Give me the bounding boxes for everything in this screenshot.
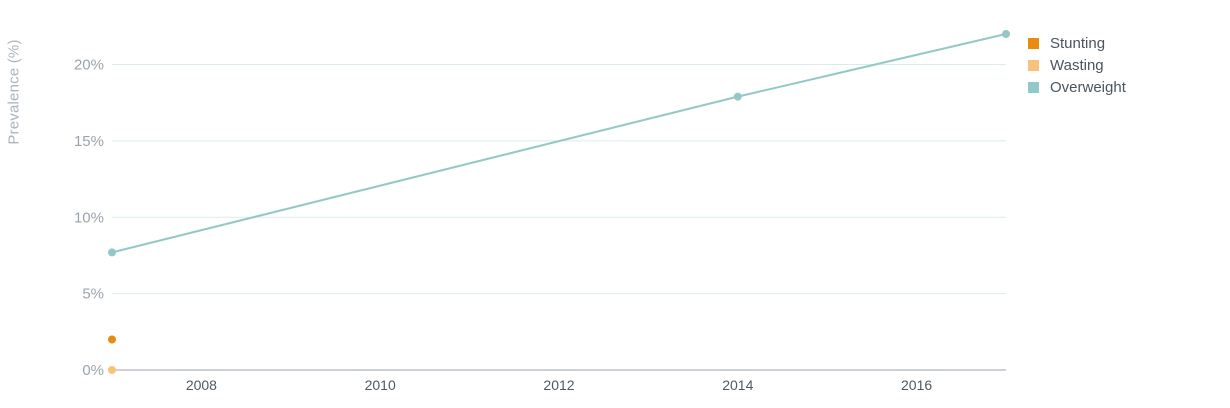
y-axis-title: Prevalence (%) bbox=[5, 39, 23, 145]
legend-label-overweight: Overweight bbox=[1050, 78, 1126, 96]
series-layer bbox=[111, 33, 1007, 254]
legend-label-stunting: Stunting bbox=[1050, 34, 1106, 52]
marker-layer bbox=[108, 30, 1010, 374]
x-tick-label-2008: 2008 bbox=[186, 377, 217, 393]
legend-item-overweight[interactable]: Overweight bbox=[1028, 76, 1218, 98]
legend-swatch-stunting bbox=[1028, 37, 1039, 49]
y-tick-label-0: 0% bbox=[82, 362, 104, 379]
x-tick-label-2014: 2014 bbox=[722, 377, 753, 393]
legend-item-wasting[interactable]: Wasting bbox=[1028, 54, 1218, 76]
grid-layer bbox=[112, 64, 1006, 295]
legend-swatch-overweight bbox=[1028, 81, 1039, 93]
series-line-overweight bbox=[111, 33, 1007, 254]
y-tick-label-15: 15% bbox=[74, 133, 104, 150]
legend-swatch-wasting bbox=[1028, 59, 1039, 71]
point-overweight-1[interactable] bbox=[733, 92, 742, 101]
point-overweight-0[interactable] bbox=[108, 248, 116, 257]
point-stunting-0[interactable] bbox=[108, 335, 116, 344]
y-tick-label-10: 10% bbox=[74, 209, 104, 226]
legend-label-wasting: Wasting bbox=[1050, 56, 1104, 74]
point-wasting-0[interactable] bbox=[108, 366, 116, 374]
axis-layer: 0% 5% 10% 15% 20% 2008 2010 2012 2014 2016 bbox=[74, 57, 1006, 393]
x-tick-label-2010: 2010 bbox=[365, 377, 396, 393]
y-tick-label-5: 5% bbox=[82, 286, 104, 303]
x-tick-label-2016: 2016 bbox=[901, 377, 932, 393]
y-tick-label-20: 20% bbox=[74, 57, 104, 74]
x-tick-label-2012: 2012 bbox=[543, 377, 574, 393]
point-overweight-2[interactable] bbox=[1002, 30, 1010, 38]
legend-item-stunting[interactable]: Stunting bbox=[1028, 32, 1218, 54]
legend: Stunting Wasting Overweight bbox=[1028, 32, 1218, 98]
